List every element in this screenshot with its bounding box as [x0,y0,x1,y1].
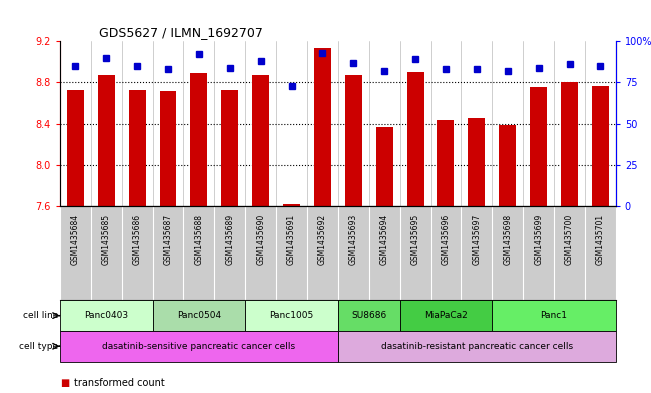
Bar [561,83,578,206]
Text: Panc0504: Panc0504 [177,311,221,320]
Bar [152,300,245,331]
Text: ■: ■ [60,378,69,388]
Text: Panc0403: Panc0403 [84,311,128,320]
Text: GSM1435695: GSM1435695 [411,214,420,265]
Text: GSM1435690: GSM1435690 [256,214,265,265]
Bar [338,331,616,362]
Bar [437,119,454,206]
Text: Panc1: Panc1 [540,311,568,320]
Text: GDS5627 / ILMN_1692707: GDS5627 / ILMN_1692707 [99,26,263,39]
Bar [245,300,338,331]
Text: GSM1435694: GSM1435694 [380,214,389,265]
Bar [592,86,609,206]
Bar [60,331,338,362]
Bar [407,72,424,206]
Bar [252,75,269,206]
Text: GSM1435698: GSM1435698 [503,214,512,265]
Bar [338,300,400,331]
Text: GSM1435693: GSM1435693 [349,214,358,265]
Bar [376,127,393,206]
Text: GSM1435692: GSM1435692 [318,214,327,265]
Text: dasatinib-resistant pancreatic cancer cells: dasatinib-resistant pancreatic cancer ce… [381,342,573,351]
Text: GSM1435699: GSM1435699 [534,214,543,265]
Text: GSM1435697: GSM1435697 [473,214,481,265]
Text: GSM1435685: GSM1435685 [102,214,111,265]
Bar [98,75,115,206]
Text: cell type: cell type [20,342,59,351]
Text: cell line: cell line [23,311,59,320]
Text: dasatinib-sensitive pancreatic cancer cells: dasatinib-sensitive pancreatic cancer ce… [102,342,296,351]
Bar [190,73,208,206]
Bar [221,90,238,206]
Text: GSM1435691: GSM1435691 [287,214,296,265]
Bar [530,86,547,206]
Bar [400,300,492,331]
Text: GSM1435701: GSM1435701 [596,214,605,265]
Bar [314,48,331,206]
Bar [283,204,300,206]
Bar [492,300,616,331]
Text: GSM1435688: GSM1435688 [195,214,203,264]
Bar [499,125,516,206]
Text: GSM1435687: GSM1435687 [163,214,173,265]
Text: MiaPaCa2: MiaPaCa2 [424,311,468,320]
Bar [345,75,362,206]
Bar [60,300,152,331]
Text: transformed count: transformed count [74,378,165,388]
Text: GSM1435696: GSM1435696 [441,214,450,265]
Bar [67,90,84,206]
Text: GSM1435684: GSM1435684 [71,214,80,265]
Bar [159,91,176,206]
Text: GSM1435700: GSM1435700 [565,214,574,265]
Bar [129,90,146,206]
Text: SU8686: SU8686 [351,311,387,320]
Text: GSM1435686: GSM1435686 [133,214,142,265]
Text: Panc1005: Panc1005 [270,311,314,320]
Bar [468,118,486,206]
Text: GSM1435689: GSM1435689 [225,214,234,265]
